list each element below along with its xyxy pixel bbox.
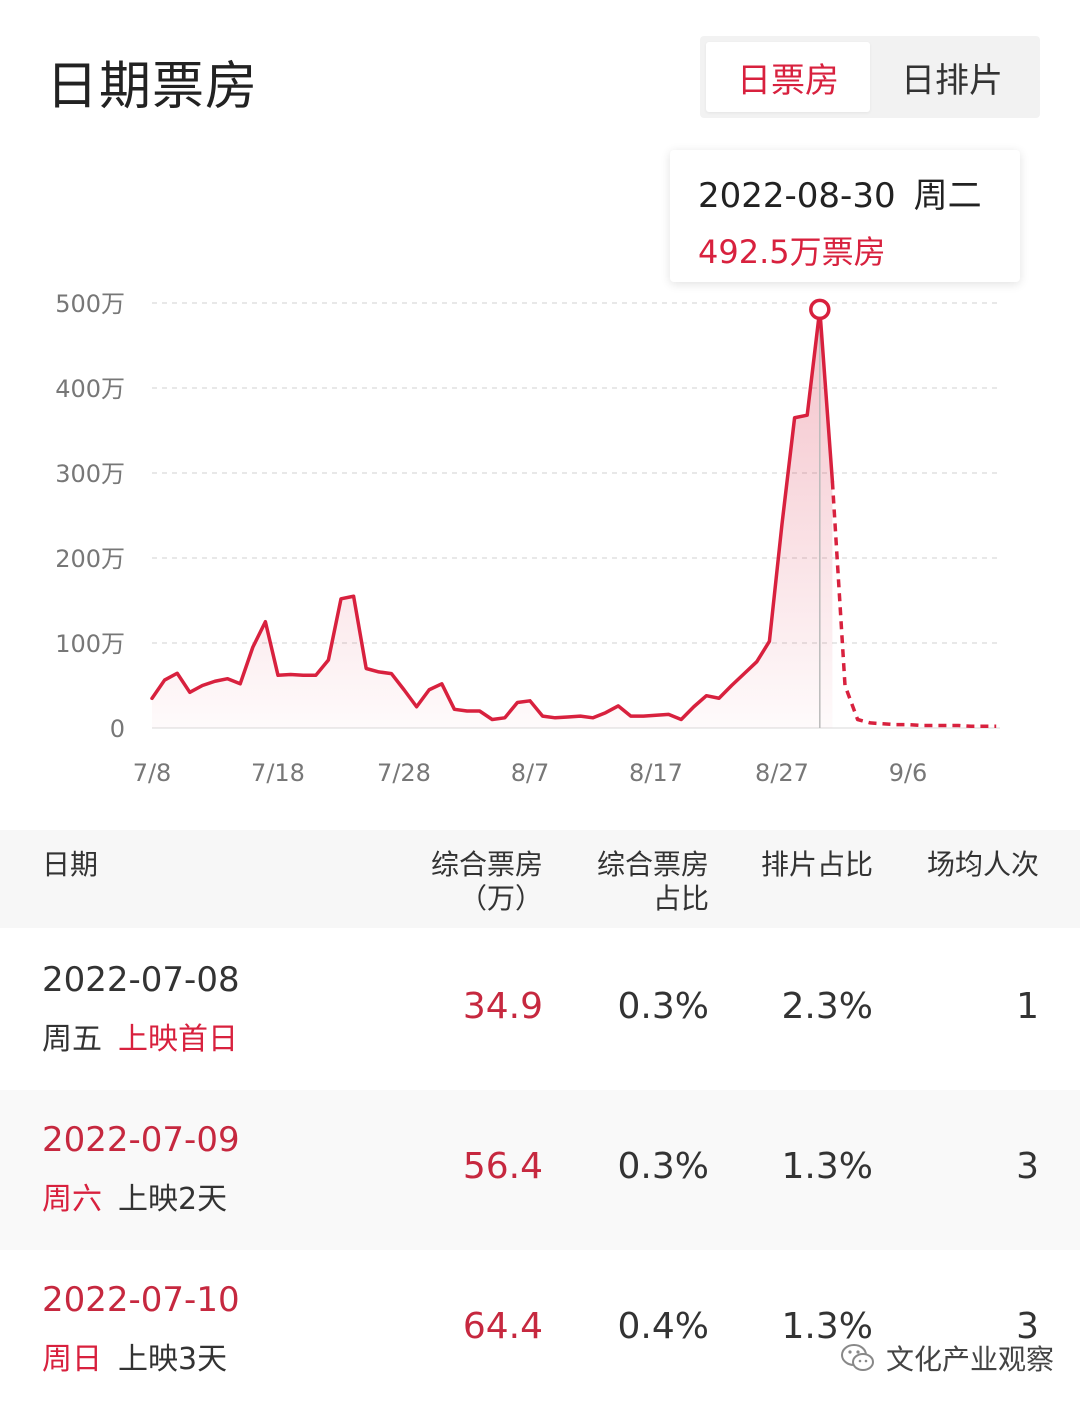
tooltip-value: 492.5万票房	[698, 233, 886, 271]
watermark: 文化产业观察	[838, 1336, 1054, 1380]
row-screen-share: 2.3%	[781, 986, 873, 1027]
table-row[interactable]: 2022-07-09 周六 上映2天 56.4 0.3% 1.3% 3	[0, 1090, 1080, 1250]
row-release-note: 上映3天	[118, 1342, 228, 1377]
x-tick-label: 7/28	[377, 759, 431, 787]
row-date: 2022-07-10	[42, 1280, 240, 1320]
row-date: 2022-07-08	[42, 960, 240, 1000]
highlight-point	[809, 298, 831, 321]
column-header-screen-share[interactable]: 排片占比	[730, 848, 873, 882]
y-tick-label: 200万	[55, 545, 125, 573]
y-tick-label: 400万	[55, 375, 125, 403]
row-avg-viewers: 3	[1016, 1146, 1039, 1187]
column-header-avg-viewers-label: 场均人次	[926, 848, 1039, 881]
row-screen-share: 1.3%	[781, 1306, 873, 1347]
row-weekday: 周五	[42, 1022, 102, 1057]
row-box-office: 56.4	[462, 1146, 543, 1187]
box-office-chart[interactable]: 0 100万 200万 300万 400万 500万 7/8 7/18 7/28 8/7 8/17 8…	[0, 140, 1080, 820]
row-box-share: 0.3%	[617, 1146, 709, 1187]
row-avg-viewers: 3	[1016, 1306, 1039, 1347]
series-area	[152, 309, 833, 728]
row-box-office: 34.9	[462, 986, 543, 1027]
column-header-box-office-line1: 综合票房	[430, 848, 543, 881]
line-chart-svg[interactable]: 0 100万 200万 300万 400万 500万 7/8 7/18 7/28 8/7 8/17 8…	[0, 140, 1080, 820]
row-date: 2022-07-09	[42, 1120, 240, 1160]
row-day-info: 周日 上映3天	[42, 1334, 227, 1378]
series-line-forecast	[830, 481, 997, 729]
tooltip-weekday: 周二	[913, 176, 982, 216]
tab-daily-screenings[interactable]: 日排片	[901, 60, 1003, 101]
x-tick-label: 9/6	[889, 759, 928, 787]
column-header-date-label: 日期	[42, 848, 99, 881]
y-tick-label: 0	[110, 715, 125, 743]
chart-tooltip: 2022-08-30 周二 492.5万票房	[670, 150, 1020, 282]
x-tick-label: 8/27	[755, 759, 809, 787]
row-avg-viewers: 1	[1016, 986, 1039, 1027]
row-day-info: 周六 上映2天	[42, 1174, 227, 1218]
row-box-share: 0.3%	[617, 986, 709, 1027]
x-tick-label: 7/8	[133, 759, 172, 787]
row-box-office: 64.4	[462, 1306, 543, 1347]
chart-mode-toggle: 日票房 日排片	[700, 36, 1040, 118]
column-header-screen-share-label: 排片占比	[760, 848, 873, 881]
page-title: 日期票房	[46, 57, 259, 117]
column-header-box-office-line2: （万）	[458, 882, 543, 915]
row-weekday: 周日	[42, 1342, 102, 1377]
row-day-info: 周五 上映首日	[42, 1014, 238, 1058]
y-tick-label: 300万	[55, 460, 125, 488]
y-tick-label: 500万	[55, 290, 125, 318]
y-tick-label: 100万	[55, 630, 125, 658]
row-release-note: 上映2天	[118, 1182, 228, 1217]
x-tick-label: 8/17	[629, 759, 683, 787]
column-header-box-share-line2: 占比	[652, 882, 709, 915]
row-release-note: 上映首日	[118, 1022, 238, 1057]
watermark-text: 文化产业观察	[886, 1343, 1055, 1376]
column-header-box-share-line1: 综合票房	[596, 848, 709, 881]
row-box-share: 0.4%	[617, 1306, 709, 1347]
column-header-box-share[interactable]: 综合票房 占比	[566, 848, 709, 916]
table-row[interactable]: 2022-07-10 周日 上映3天 64.4 0.4% 1.3% 3	[0, 1250, 1080, 1405]
series-line-actual	[150, 307, 835, 722]
x-tick-label: 8/7	[511, 759, 550, 787]
table-header: 日期 综合票房 （万） 综合票房 占比 排片占比 场均人次	[0, 830, 1080, 928]
column-header-avg-viewers[interactable]: 场均人次	[896, 848, 1039, 882]
column-header-date[interactable]: 日期	[42, 848, 98, 882]
tooltip-date: 2022-08-30	[698, 176, 896, 216]
x-tick-label: 7/18	[251, 759, 305, 787]
row-screen-share: 1.3%	[781, 1146, 873, 1187]
wechat-icon	[841, 1344, 874, 1371]
table-row[interactable]: 2022-07-08 周五 上映首日 34.9 0.3% 2.3% 1	[0, 930, 1080, 1090]
column-header-box-office[interactable]: 综合票房 （万）	[400, 848, 543, 916]
tab-daily-box-office[interactable]: 日票房	[706, 42, 870, 112]
tooltip-date-line: 2022-08-30 周二	[698, 168, 992, 217]
row-weekday: 周六	[42, 1182, 102, 1217]
